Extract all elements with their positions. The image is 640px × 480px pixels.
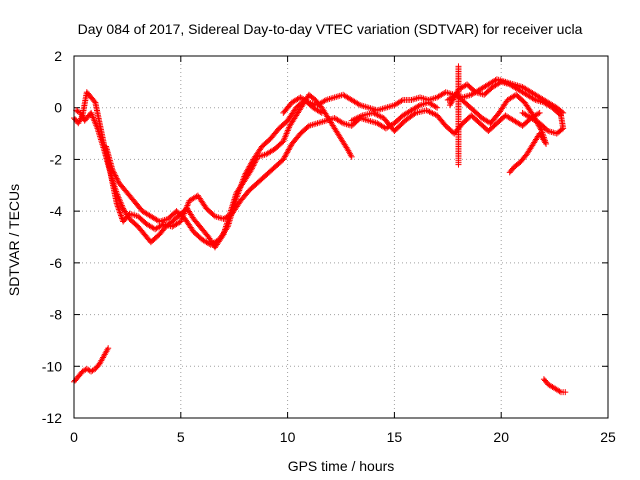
data-point-fill	[355, 101, 362, 108]
chart-title: Day 084 of 2017, Sidereal Day-to-day VTE…	[78, 21, 583, 37]
data-point	[536, 109, 543, 116]
x-tick-label: 0	[70, 429, 78, 445]
x-tick-label: 5	[177, 429, 185, 445]
data-point-fill	[507, 168, 514, 175]
data-point-fill	[91, 98, 98, 105]
y-tick-label: -10	[42, 358, 62, 374]
data-point-fill	[111, 171, 118, 178]
data-point-fill	[398, 97, 405, 104]
y-tick-label: -6	[50, 255, 63, 271]
data-point-fill	[110, 168, 117, 175]
x-tick-label: 15	[387, 429, 403, 445]
data-point	[455, 161, 462, 168]
data-point-fill	[113, 175, 120, 182]
data-point	[506, 169, 513, 176]
data-points	[71, 63, 569, 396]
data-point-fill	[321, 97, 328, 104]
x-axis-label: GPS time / hours	[288, 458, 395, 474]
data-point-fill	[530, 96, 537, 103]
x-tick-label: 20	[493, 429, 509, 445]
y-tick-label: -4	[50, 203, 63, 219]
y-tick-label: 2	[54, 48, 62, 64]
data-point-fill	[535, 110, 542, 117]
data-point-fill	[415, 102, 422, 109]
data-point-fill	[223, 225, 230, 232]
x-tick-label: 25	[600, 429, 616, 445]
data-point	[434, 104, 441, 111]
data-point-fill	[343, 144, 350, 151]
y-tick-label: -8	[50, 307, 63, 323]
data-point	[519, 109, 526, 116]
data-point-fill	[113, 173, 120, 180]
data-point	[318, 109, 325, 116]
data-point-fill	[317, 109, 324, 116]
y-tick-label: 0	[54, 100, 62, 116]
y-tick-label: -12	[42, 410, 62, 426]
plot-frame	[73, 55, 609, 419]
x-tick-label: 10	[280, 429, 296, 445]
y-axis-label: SDTVAR / TECUs	[6, 184, 22, 296]
data-point-fill	[556, 388, 563, 395]
data-point-fill	[110, 169, 117, 176]
data-point-fill	[520, 110, 527, 117]
data-point	[562, 389, 569, 396]
data-point-fill	[411, 110, 418, 117]
data-point	[105, 345, 112, 352]
data-point-fill	[112, 172, 119, 179]
data-point-fill	[338, 119, 345, 126]
data-point-fill	[114, 176, 121, 183]
data-point	[109, 166, 116, 173]
data-point	[348, 153, 355, 160]
data-point-fill	[432, 103, 439, 110]
data-point-fill	[538, 126, 545, 133]
data-point-fill	[304, 98, 311, 105]
grid	[74, 56, 608, 418]
y-tick-label: -2	[50, 151, 63, 167]
data-point-fill	[556, 111, 563, 118]
